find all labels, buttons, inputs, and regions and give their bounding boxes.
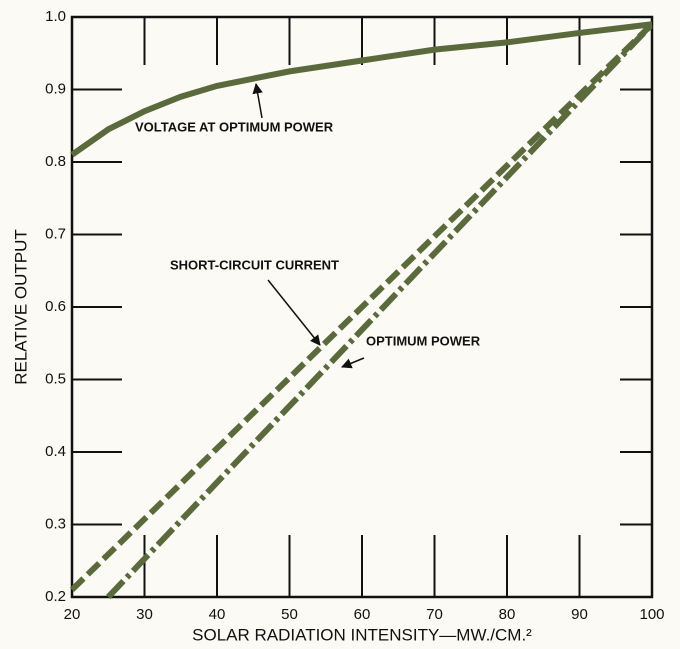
series-line xyxy=(70,21,653,158)
y-tick-label: 1.0 xyxy=(45,8,66,25)
y-tick-label: 0.7 xyxy=(45,225,66,242)
y-axis-label: RELATIVE OUTPUT xyxy=(11,229,30,385)
x-tick-label: 30 xyxy=(136,606,153,623)
arrow xyxy=(267,279,321,346)
x-tick-label: 90 xyxy=(571,606,588,623)
y-tick-label: 0.8 xyxy=(45,153,66,170)
y-tick-label: 0.9 xyxy=(45,80,66,97)
x-tick-label: 70 xyxy=(426,606,443,623)
y-tick-label: 0.4 xyxy=(45,443,66,460)
x-axis-label: SOLAR RADIATION INTENSITY—MW./CM.² xyxy=(192,625,532,644)
x-tick-label: 40 xyxy=(209,606,226,623)
x-tick-label: 50 xyxy=(281,606,298,623)
arrow xyxy=(341,357,365,369)
series-line xyxy=(69,22,655,592)
series-annotation: SHORT-CIRCUIT CURRENT xyxy=(170,257,339,272)
y-tick-label: 0.5 xyxy=(45,370,66,387)
arrow xyxy=(252,82,263,119)
x-tick-label: 80 xyxy=(499,606,516,623)
x-tick-label: 20 xyxy=(64,606,81,623)
y-tick-label: 0.2 xyxy=(45,588,66,605)
series-annotation: VOLTAGE AT OPTIMUM POWER xyxy=(135,119,334,134)
x-tick-label: 60 xyxy=(354,606,371,623)
series-line xyxy=(106,22,655,600)
x-tick-label: 100 xyxy=(639,606,664,623)
y-tick-label: 0.6 xyxy=(45,298,66,315)
y-tick-label: 0.3 xyxy=(45,515,66,532)
series-annotation: OPTIMUM POWER xyxy=(366,333,481,348)
